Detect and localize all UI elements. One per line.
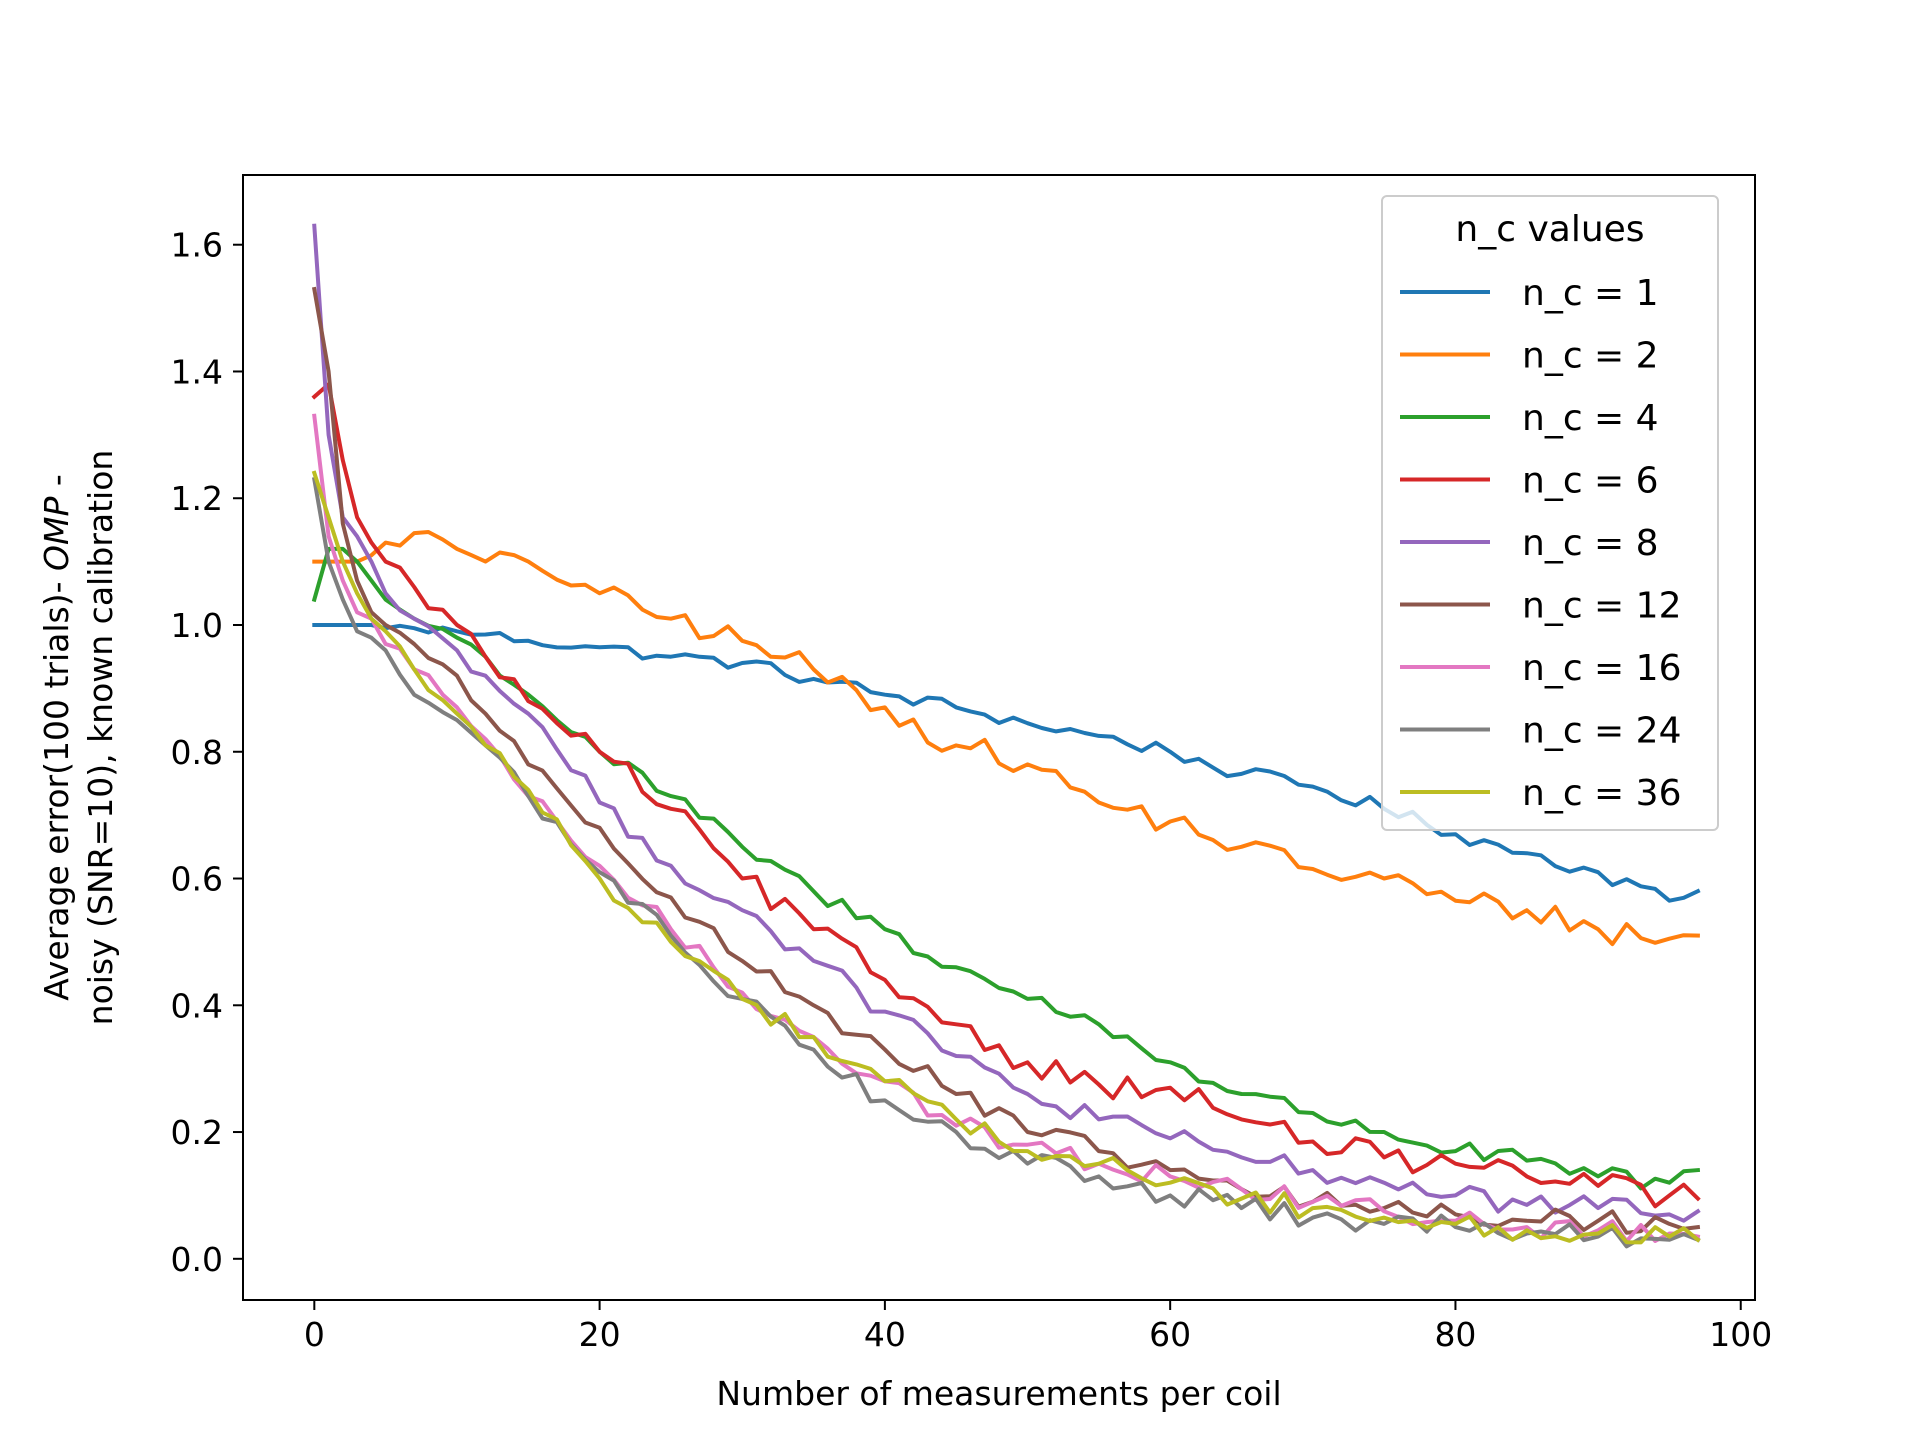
series-layer (311, 223, 1701, 1249)
y-axis-label: Average error(100 trials)- OMP - noisy (… (37, 450, 120, 1026)
svg-text:Average error(100 trials)- OMP: Average error(100 trials)- OMP - (37, 474, 76, 1001)
y-tick-label: 0.0 (171, 1240, 223, 1279)
legend-items: n_c = 1 n_c = 2 n_c = 4 n_c = 6 n_c = 8 n_c =… (1400, 273, 1681, 814)
y-axis-label-line1-prefix: Average error(100 trials)- (37, 571, 76, 1001)
legend-title: n_c values (1455, 209, 1644, 250)
x-tick-label: 40 (864, 1315, 906, 1354)
y-axis-label-line1-italic: OMP (37, 497, 76, 571)
plot-frame (242, 174, 1756, 1301)
x-tick-label: 20 (579, 1315, 621, 1354)
y-axis-label-line2: noisy (SNR=10), known calibration (81, 450, 120, 1026)
x-tick-label: 100 (1709, 1315, 1772, 1354)
series-line (312, 530, 1700, 947)
legend-label: n_c = 24 (1522, 711, 1681, 752)
y-tick-label: 1.4 (171, 352, 223, 391)
series-line (311, 470, 1701, 1245)
y-tick-label: 0.8 (171, 733, 223, 772)
legend: n_c values n_c = 1n_c = 2n_c = 4n_c = 6n… (1381, 195, 1719, 831)
y-tick-label: 1.2 (171, 479, 223, 518)
legend-label: n_c = 2 (1522, 336, 1659, 377)
x-axis-label: Number of measurements per coil (716, 1374, 1281, 1413)
series-line (312, 623, 1701, 903)
y-axis-ticks: 0.0 0.2 0.4 0.6 0.8 1.0 1.2 1.4 1.6 (171, 226, 243, 1279)
legend-label: n_c = 6 (1522, 461, 1659, 502)
y-tick-label: 1.0 (171, 606, 223, 645)
series-line (311, 476, 1701, 1249)
x-tick-label: 60 (1149, 1315, 1191, 1354)
x-axis-ticks: 0 20 40 60 80 100 (304, 1300, 1772, 1354)
y-axis-label-line1-suffix: - (37, 474, 76, 496)
y-tick-label: 0.2 (171, 1113, 223, 1152)
x-tick-label: 80 (1434, 1315, 1476, 1354)
x-tick-label: 0 (304, 1315, 325, 1354)
y-tick-label: 0.6 (171, 860, 223, 899)
series-line (311, 382, 1701, 1209)
legend-label: n_c = 12 (1522, 586, 1681, 627)
legend-label: n_c = 4 (1522, 398, 1659, 439)
legend-label: n_c = 1 (1522, 273, 1659, 314)
legend-label: n_c = 36 (1522, 773, 1681, 814)
y-tick-label: 0.4 (171, 986, 223, 1025)
series-line (312, 223, 1701, 1223)
legend-label: n_c = 16 (1522, 648, 1681, 689)
legend-label: n_c = 8 (1522, 523, 1659, 564)
y-tick-label: 1.6 (171, 226, 223, 265)
